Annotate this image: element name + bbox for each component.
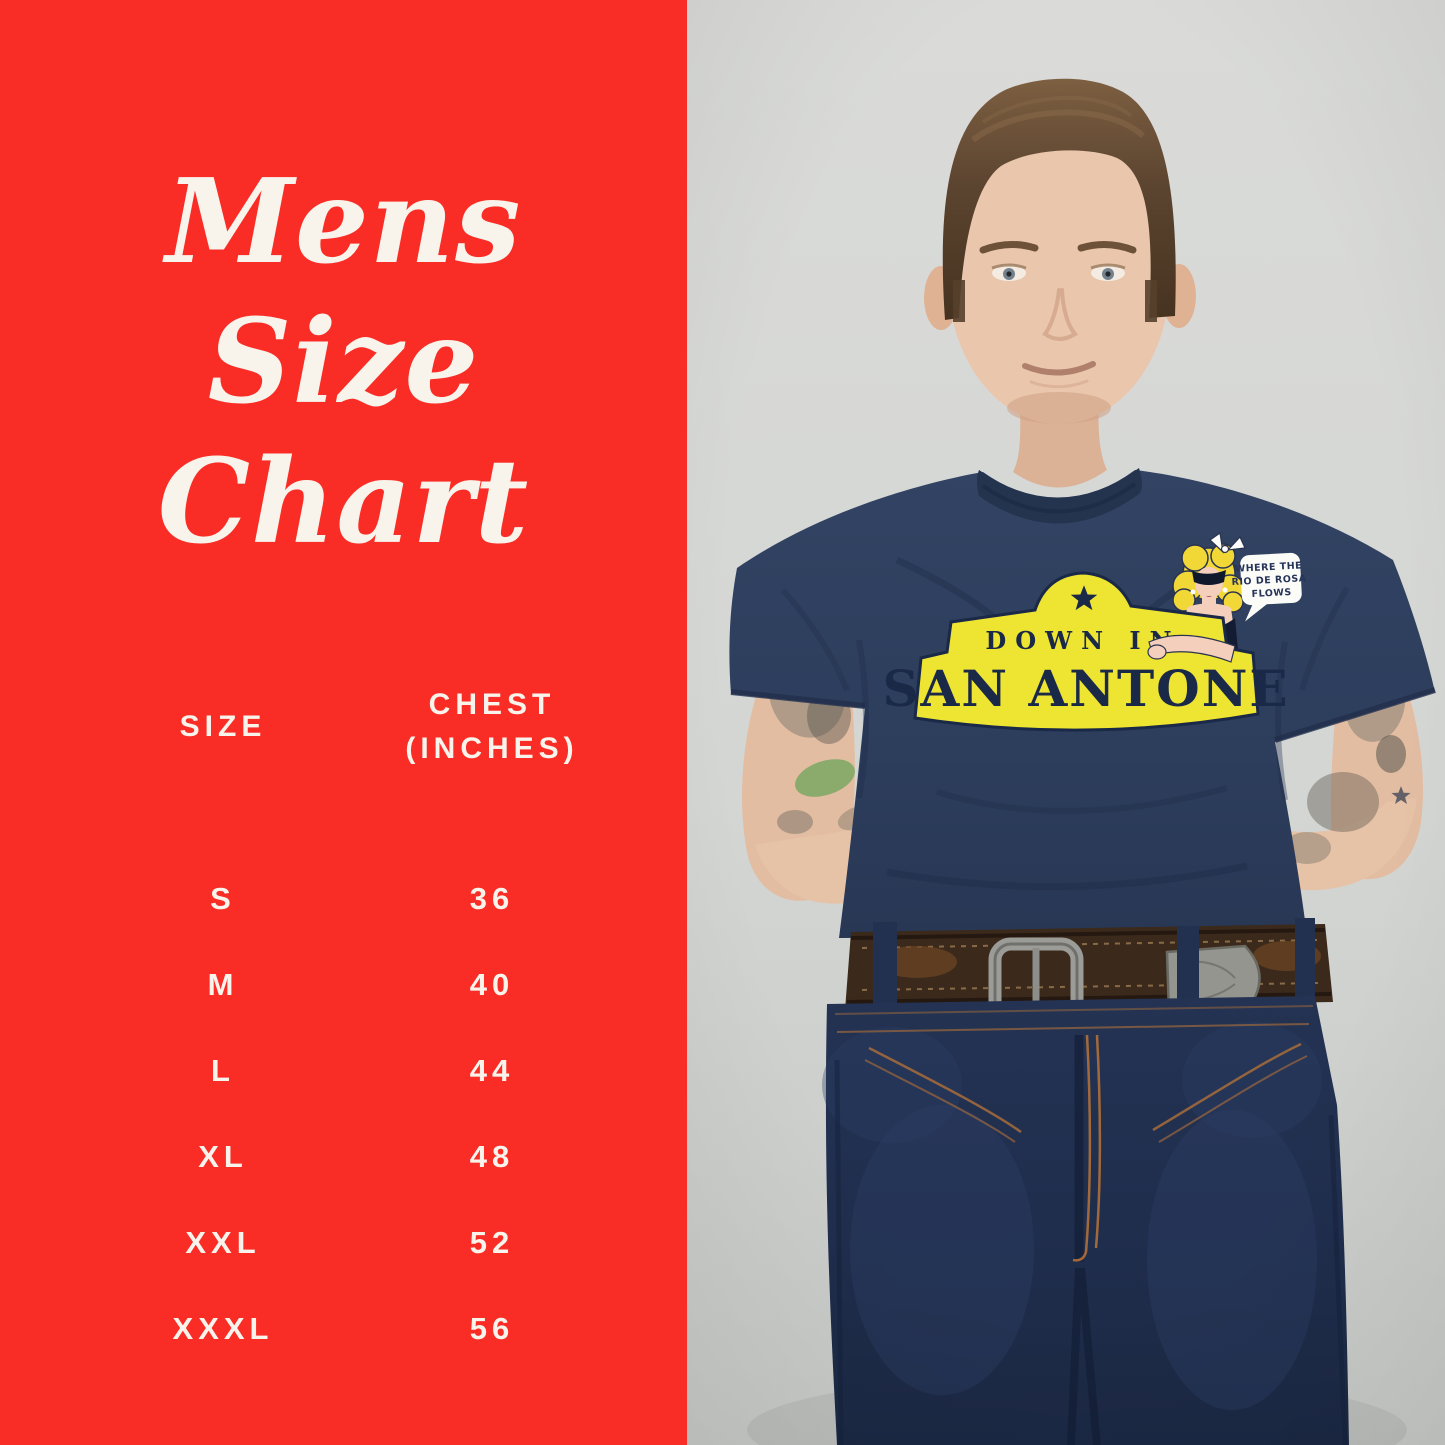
table-row-size: M <box>207 967 239 1002</box>
column-header-chest-line1: CHEST <box>428 688 556 721</box>
photo-vignette <box>687 0 1445 1445</box>
table-header-gap <box>104 800 642 826</box>
table-row-size: XL <box>198 1139 248 1174</box>
table-row-size: XXXL <box>172 1311 274 1346</box>
table-row-size: S <box>210 881 236 916</box>
title-line-3: Chart <box>157 434 530 570</box>
title-line-2: Size <box>207 294 480 430</box>
size-table: SIZE CHEST (INCHES) S 36 M 40 L 44 XL 48… <box>0 684 687 1372</box>
model-photo-svg: WHERE THE RIO DE ROSA FLOWS DOWN IN SAN … <box>687 0 1445 1445</box>
table-row-size: XXL <box>185 1225 261 1260</box>
table-row-chest: 56 <box>469 1311 515 1346</box>
table-row-chest: 44 <box>469 1053 515 1088</box>
page-title: Mens Size Chart <box>0 152 687 572</box>
table-row-chest: 48 <box>469 1139 515 1174</box>
title-line-1: Mens <box>165 154 522 290</box>
column-header-chest-line2: (INCHES) <box>405 732 579 765</box>
table-row-chest: 40 <box>469 967 515 1002</box>
column-header-size: SIZE <box>179 710 267 743</box>
model-photo: WHERE THE RIO DE ROSA FLOWS DOWN IN SAN … <box>687 0 1445 1445</box>
column-header-chest: CHEST (INCHES) <box>342 683 642 771</box>
red-info-panel: Mens Size Chart SIZE CHEST (INCHES) S 36… <box>0 0 687 1445</box>
table-row-chest: 36 <box>469 881 515 916</box>
table-row-size: L <box>211 1053 235 1088</box>
table-row-chest: 52 <box>469 1225 515 1260</box>
